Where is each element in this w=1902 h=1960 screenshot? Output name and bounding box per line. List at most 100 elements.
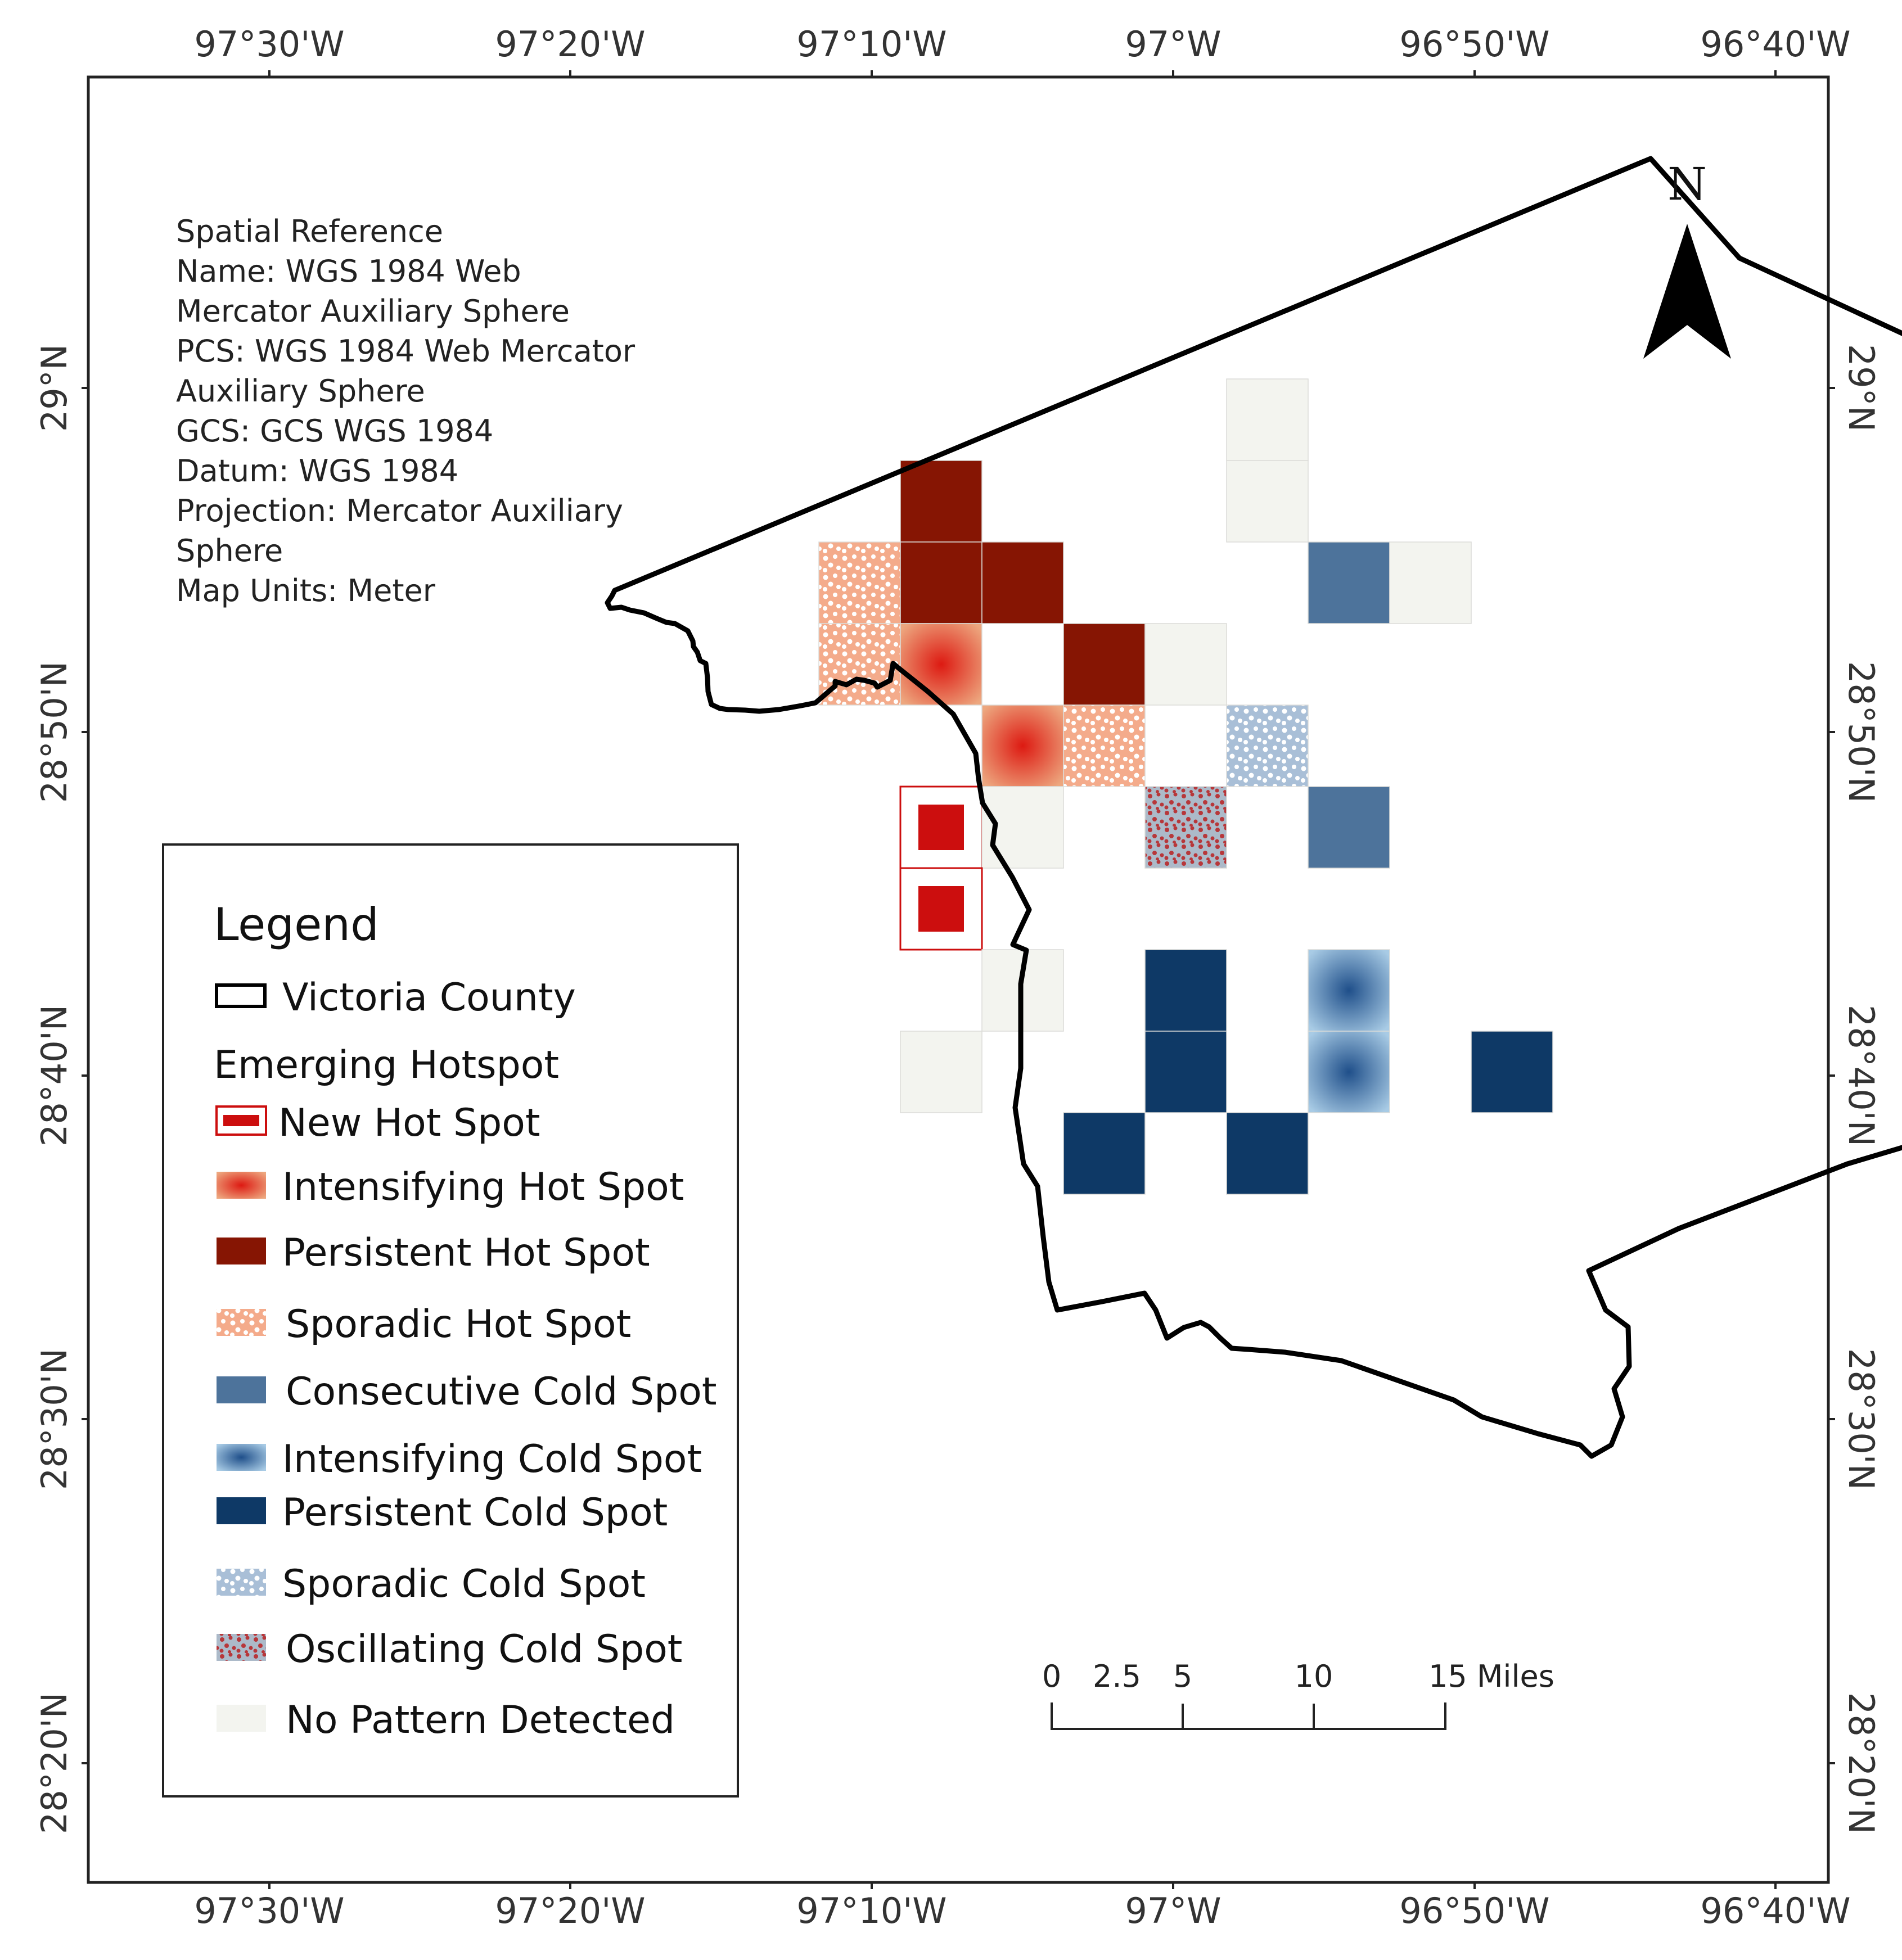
grid-cell-persistent-hot	[981, 541, 1064, 624]
latitude-labels-left: 29°N 28°50'N 28°40'N 28°30'N 28°20'N	[34, 344, 75, 1834]
grid-cell-persistent-hot	[900, 460, 982, 543]
grid-cell-persistent-hot	[900, 541, 982, 624]
lat-label: 29°N	[34, 344, 75, 432]
legend-swatch-sporadic-hot	[217, 1309, 266, 1336]
legend-swatch-intensifying-hot	[217, 1172, 266, 1199]
longitude-labels-bottom: 97°30'W 97°20'W 97°10'W 97°W 96°50'W 96°…	[194, 1890, 1850, 1931]
scale-label: 2.5	[1093, 1659, 1141, 1694]
lat-label: 28°20'N	[34, 1692, 75, 1834]
scale-label: 0	[1042, 1659, 1061, 1694]
grid-cell-new-hot-core	[918, 805, 964, 850]
legend-swatch-sporadic-cold	[217, 1569, 266, 1596]
scale-bar: 0 2.5 5 10 15 Miles	[1042, 1659, 1554, 1730]
north-label: N	[1667, 158, 1707, 210]
spatial-reference-line: Spatial Reference	[176, 214, 443, 249]
legend-label: Sporadic Cold Spot	[282, 1562, 646, 1606]
grid-cell-intensifying-cold	[1308, 949, 1390, 1032]
lon-label: 97°30'W	[194, 24, 344, 65]
legend-swatch-no-pattern	[217, 1705, 266, 1732]
grid-cell-sporadic-cold	[1226, 704, 1309, 787]
lon-label: 97°30'W	[194, 1890, 344, 1931]
legend-label-county: Victoria County	[282, 976, 576, 1020]
scale-label: 15 Miles	[1428, 1659, 1554, 1694]
grid-cell-oscillating-cold	[1144, 786, 1227, 869]
lon-label: 97°20'W	[495, 24, 645, 65]
grid-cell-new-hot-core	[918, 886, 964, 932]
spatial-reference-line: Projection: Mercator Auxiliary	[176, 493, 623, 529]
legend-swatch-oscillating-cold	[217, 1634, 266, 1661]
spatial-reference: Spatial Reference Name: WGS 1984 Web Mer…	[176, 214, 635, 608]
scale-bar-line	[1051, 1702, 1446, 1730]
lat-label: 28°30'N	[1841, 1348, 1882, 1490]
legend-swatch-intensifying-cold	[217, 1444, 266, 1471]
spatial-reference-line: GCS: GCS WGS 1984	[176, 413, 493, 449]
legend-swatch-consecutive-cold	[217, 1376, 266, 1403]
legend-title: Legend	[214, 898, 379, 951]
spatial-reference-line: Map Units: Meter	[176, 573, 436, 608]
legend-label: Persistent Hot Spot	[282, 1231, 650, 1275]
legend: Legend Victoria County Emerging Hotspot …	[162, 843, 739, 1798]
victoria-county-boundary	[605, 156, 1902, 1459]
grid-cell-persistent-cold	[1471, 1031, 1553, 1113]
lat-label: 29°N	[1841, 344, 1882, 432]
grid-cell-persistent-cold	[1144, 1031, 1227, 1113]
legend-label: Intensifying Hot Spot	[282, 1165, 684, 1209]
hotspot-grid	[818, 378, 1553, 1195]
lon-label: 96°40'W	[1700, 24, 1850, 65]
lon-label: 97°10'W	[796, 1890, 947, 1931]
grid-cell-sporadic-hot	[818, 541, 901, 624]
grid-cell-no-pattern	[900, 1031, 982, 1113]
grid-cell-sporadic-hot	[818, 623, 901, 706]
legend-swatch-new-hot-inner	[223, 1115, 259, 1126]
grid-cell-consecutive-cold	[1308, 786, 1390, 869]
grid-cell-no-pattern	[1226, 460, 1309, 543]
lon-label: 97°10'W	[796, 24, 947, 65]
grid-cell-persistent-cold	[1226, 1112, 1309, 1195]
legend-label: Sporadic Hot Spot	[286, 1302, 631, 1347]
legend-swatch-persistent-cold	[217, 1497, 266, 1524]
lon-label: 96°50'W	[1399, 1890, 1549, 1931]
spatial-reference-line: Auxiliary Sphere	[176, 373, 425, 409]
lat-label: 28°40'N	[34, 1005, 75, 1146]
lat-label: 28°50'N	[1841, 661, 1882, 803]
lon-label: 96°40'W	[1700, 1890, 1850, 1931]
lat-label: 28°20'N	[1841, 1692, 1882, 1834]
legend-label: Oscillating Cold Spot	[286, 1627, 682, 1672]
north-arrow-icon	[1643, 224, 1731, 359]
spatial-reference-line: Name: WGS 1984 Web	[176, 254, 521, 289]
lon-label: 96°50'W	[1399, 24, 1549, 65]
grid-cell-persistent-cold	[1063, 1112, 1146, 1195]
grid-cell-no-pattern	[1389, 541, 1472, 624]
legend-label: Intensifying Cold Spot	[282, 1437, 702, 1482]
tick-marks	[82, 70, 1835, 1889]
legend-label: No Pattern Detected	[286, 1698, 675, 1742]
spatial-reference-line: Datum: WGS 1984	[176, 453, 458, 489]
grid-cell-persistent-cold	[1144, 949, 1227, 1032]
lon-label: 97°W	[1125, 24, 1221, 65]
latitude-labels-right: 29°N 28°50'N 28°40'N 28°30'N 28°20'N	[1841, 344, 1882, 1834]
legend-subtitle: Emerging Hotspot	[214, 1043, 559, 1087]
grid-cell-no-pattern	[1144, 623, 1227, 706]
legend-label: New Hot Spot	[278, 1101, 540, 1145]
lat-label: 28°40'N	[1841, 1005, 1882, 1146]
legend-swatch-persistent-hot	[217, 1238, 266, 1264]
grid-cell-intensifying-hot	[981, 704, 1064, 787]
legend-label: Consecutive Cold Spot	[286, 1370, 717, 1414]
lon-label: 97°20'W	[495, 1890, 645, 1931]
lat-label: 28°30'N	[34, 1348, 75, 1490]
grid-cell-consecutive-cold	[1308, 541, 1390, 624]
legend-label: Persistent Cold Spot	[282, 1491, 668, 1535]
grid-cell-sporadic-hot	[1063, 704, 1146, 787]
scale-label: 10	[1295, 1659, 1333, 1694]
lat-label: 28°50'N	[34, 661, 75, 803]
grid-cell-persistent-hot	[1063, 623, 1146, 706]
grid-cell-intensifying-cold	[1308, 1031, 1390, 1113]
scale-label: 5	[1173, 1659, 1192, 1694]
spatial-reference-line: Mercator Auxiliary Sphere	[176, 293, 570, 329]
legend-swatch-county	[215, 983, 267, 1008]
north-arrow: N	[1643, 158, 1731, 359]
grid-cell-intensifying-hot	[900, 623, 982, 706]
spatial-reference-line: Sphere	[176, 533, 283, 568]
spatial-reference-line: PCS: WGS 1984 Web Mercator	[176, 333, 635, 369]
